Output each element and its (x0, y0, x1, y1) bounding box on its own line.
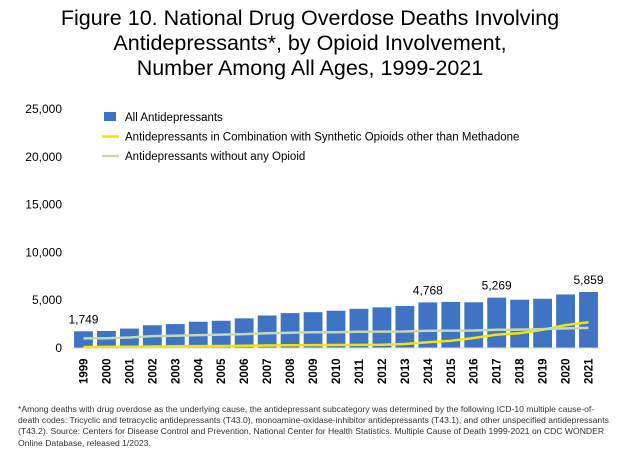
x-tick-label-2011: 2011 (354, 358, 366, 384)
y-tick-label: 10,000 (25, 245, 62, 259)
bar-2007 (257, 315, 277, 348)
y-tick-label: 15,000 (25, 198, 62, 212)
bar-2010 (326, 310, 346, 348)
x-tick-label-2002: 2002 (147, 358, 159, 384)
y-tick-label: 5,000 (32, 293, 62, 307)
line-series-2 (83, 326, 589, 340)
title-line-1: Figure 10. National Drug Overdose Deaths… (60, 6, 560, 30)
legend-swatch-1 (104, 112, 116, 121)
x-tick-label-2018: 2018 (515, 358, 527, 384)
bar-2016 (464, 302, 484, 348)
bar-2011 (349, 308, 369, 348)
y-tick-label: 0 (55, 341, 62, 355)
x-tick-label-2008: 2008 (285, 358, 297, 384)
footnote: *Among deaths with drug overdose as the … (18, 404, 609, 448)
chart-title: Figure 10. National Drug Overdose Deaths… (0, 6, 620, 81)
x-tick-label-2009: 2009 (308, 358, 320, 384)
x-tick-label-2019: 2019 (538, 358, 550, 384)
data-label-2017: 5,269 (482, 279, 512, 293)
x-tick-label-2006: 2006 (239, 358, 251, 384)
x-tick-label-2015: 2015 (446, 358, 458, 384)
data-label-2021: 5,859 (574, 273, 604, 287)
title-line-2: Antidepressants*, by Opioid Involvement, (113, 31, 507, 55)
x-tick-label-2000: 2000 (101, 358, 113, 384)
x-tick-label-2003: 2003 (170, 358, 182, 384)
data-label-2014: 4,768 (413, 283, 443, 297)
x-tick-label-2013: 2013 (400, 358, 412, 384)
bar-2017 (487, 297, 507, 348)
x-tick-label-2012: 2012 (377, 358, 389, 384)
legend-label-3: Antidepressants without any Opioid (125, 151, 305, 163)
x-tick-label-2001: 2001 (124, 358, 136, 384)
x-tick-label-2005: 2005 (216, 358, 228, 384)
bar-2009 (303, 312, 323, 348)
bar-2000 (97, 330, 116, 348)
x-tick-label-2004: 2004 (193, 358, 205, 384)
data-label-1999: 1,749 (68, 312, 98, 326)
bar-2018 (510, 299, 530, 348)
bar-2012 (372, 307, 392, 348)
bar-2021 (579, 291, 598, 348)
title-line-3: Number Among All Ages, 1999-2021 (136, 56, 484, 80)
x-tick-label-2020: 2020 (561, 358, 573, 384)
x-tick-label-1999: 1999 (78, 358, 90, 384)
x-tick-label-2010: 2010 (331, 358, 343, 384)
bar-2019 (533, 298, 553, 348)
bar-1999 (74, 331, 93, 348)
bar-2013 (395, 305, 415, 348)
y-tick-label: 20,000 (25, 150, 62, 164)
legend-label-2: Antidepressants in Combination with Synt… (125, 132, 519, 144)
bar-2014 (418, 302, 438, 348)
x-tick-label-2016: 2016 (469, 358, 481, 384)
y-tick-label: 25,000 (25, 102, 62, 116)
bar-2020 (556, 294, 575, 348)
x-tick-label-2021: 2021 (584, 358, 596, 384)
line-series-1 (83, 320, 589, 349)
bar-2015 (441, 301, 461, 348)
x-tick-label-2007: 2007 (262, 358, 274, 384)
x-tick-label-2017: 2017 (492, 358, 504, 384)
bar-2008 (280, 313, 300, 348)
x-tick-label-2014: 2014 (423, 358, 435, 384)
legend-label-1: All Antidepressants (125, 112, 223, 124)
